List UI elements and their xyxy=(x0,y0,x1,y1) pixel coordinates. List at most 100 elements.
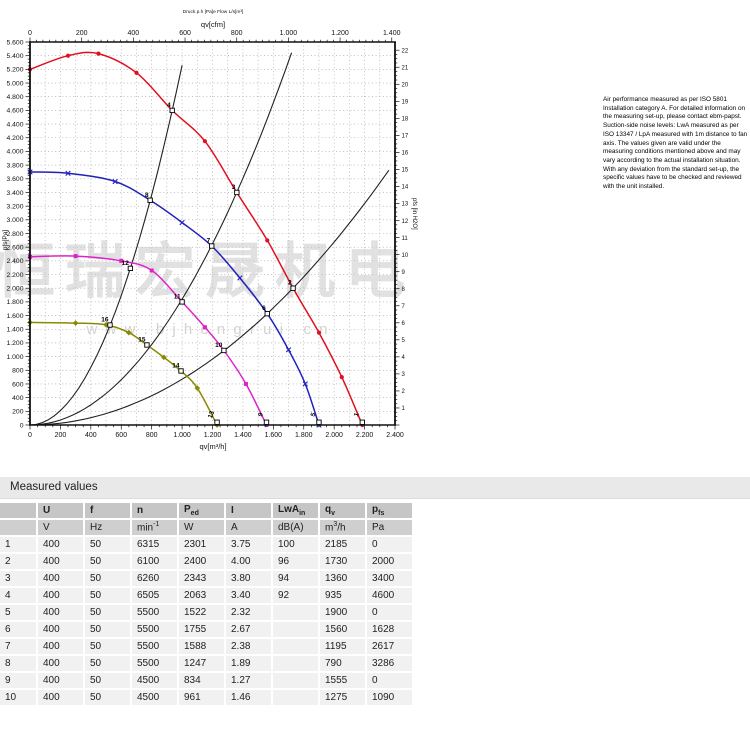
table-cell: n xyxy=(132,503,177,518)
svg-text:13: 13 xyxy=(207,410,216,420)
table-cell: 2617 xyxy=(367,639,412,654)
svg-text:3.600: 3.600 xyxy=(6,176,23,183)
table-cell: 5 xyxy=(0,605,36,620)
table-cell xyxy=(273,656,318,671)
svg-text:0: 0 xyxy=(28,30,32,37)
table-cell: 5500 xyxy=(132,605,177,620)
svg-text:0: 0 xyxy=(28,432,32,439)
table-cell: 2343 xyxy=(179,571,224,586)
svg-text:10: 10 xyxy=(215,342,223,349)
svg-text:11: 11 xyxy=(174,293,181,300)
svg-text:3: 3 xyxy=(402,372,406,378)
svg-text:400: 400 xyxy=(85,432,97,439)
svg-text:1.400: 1.400 xyxy=(6,327,23,334)
table-cell: 961 xyxy=(179,690,224,705)
table-cell: 935 xyxy=(320,588,365,603)
table-cell: 94 xyxy=(273,571,318,586)
svg-text:3.400: 3.400 xyxy=(6,190,23,197)
table-cell: 1.46 xyxy=(226,690,271,705)
table-cell: 1090 xyxy=(367,690,412,705)
table-cell: V xyxy=(38,520,83,535)
table-cell: 400 xyxy=(38,639,83,654)
table-cell: 100 xyxy=(273,537,318,552)
svg-text:1: 1 xyxy=(402,406,406,412)
table-cell xyxy=(273,622,318,637)
svg-text:5: 5 xyxy=(310,411,318,417)
svg-text:400: 400 xyxy=(12,395,24,402)
table-cell: 6505 xyxy=(132,588,177,603)
svg-text:5: 5 xyxy=(402,338,406,344)
svg-text:2: 2 xyxy=(402,389,406,395)
svg-text:1.000: 1.000 xyxy=(280,30,298,37)
svg-text:1.600: 1.600 xyxy=(6,313,23,320)
svg-text:4.600: 4.600 xyxy=(6,108,23,115)
svg-text:5.600: 5.600 xyxy=(6,39,23,46)
table-cell: A xyxy=(226,520,271,535)
table-cell xyxy=(0,520,36,535)
svg-text:14: 14 xyxy=(172,362,180,369)
table-row: 7 400 50 5500 1588 2.38 1195 2617 xyxy=(0,639,412,654)
table-cell: 50 xyxy=(85,571,130,586)
svg-text:2.000: 2.000 xyxy=(6,286,23,293)
svg-text:22: 22 xyxy=(402,48,409,54)
svg-text:7: 7 xyxy=(207,238,211,245)
svg-text:2.800: 2.800 xyxy=(6,231,23,238)
table-cell: 2.32 xyxy=(226,605,271,620)
table-cell: 400 xyxy=(38,571,83,586)
svg-text:2: 2 xyxy=(288,280,292,287)
svg-text:800: 800 xyxy=(146,432,158,439)
table-cell: 2.38 xyxy=(226,639,271,654)
svg-text:19: 19 xyxy=(402,100,409,106)
table-cell xyxy=(273,690,318,705)
table-cell: 5500 xyxy=(132,622,177,637)
y-right-axis-label: pfs [in H2O] xyxy=(411,198,417,230)
table-cell: 4.00 xyxy=(226,554,271,569)
svg-text:11: 11 xyxy=(402,236,409,242)
svg-text:200: 200 xyxy=(76,30,88,37)
svg-text:1.000: 1.000 xyxy=(173,432,191,439)
table-cell: 1275 xyxy=(320,690,365,705)
svg-text:3.000: 3.000 xyxy=(6,217,23,224)
svg-text:2.200: 2.200 xyxy=(356,432,374,439)
axis-tick-labels: 0 200 400 600 800 1.000 1.200 1.400 1.600 1.800 2.… xyxy=(6,30,408,439)
svg-text:14: 14 xyxy=(402,185,409,191)
svg-text:600: 600 xyxy=(115,432,127,439)
table-cell: 790 xyxy=(320,656,365,671)
svg-text:4.800: 4.800 xyxy=(6,94,23,101)
table-cell: 400 xyxy=(38,605,83,620)
svg-text:8: 8 xyxy=(402,287,406,293)
table-cell: 400 xyxy=(38,622,83,637)
table-row: 3 400 50 6260 2343 3.80 94 1360 3400 xyxy=(0,571,412,586)
table-cell: 1195 xyxy=(320,639,365,654)
table-cell: 3.80 xyxy=(226,571,271,586)
table-cell: LwAin xyxy=(273,503,318,518)
table-cell: 2 xyxy=(0,554,36,569)
svg-text:4: 4 xyxy=(167,102,171,109)
table-cell: 96 xyxy=(273,554,318,569)
table-cell: 1555 xyxy=(320,673,365,688)
svg-text:2.400: 2.400 xyxy=(6,258,23,265)
table-cell: m3/h xyxy=(320,520,365,535)
table-cell: 5500 xyxy=(132,656,177,671)
svg-text:15: 15 xyxy=(402,168,409,174)
table-cell: dB(A) xyxy=(273,520,318,535)
table-cell: 2000 xyxy=(367,554,412,569)
table-cell: Pa xyxy=(367,520,412,535)
svg-text:3: 3 xyxy=(232,184,236,191)
svg-text:3.800: 3.800 xyxy=(6,162,23,169)
table-cell: 2301 xyxy=(179,537,224,552)
svg-text:5.400: 5.400 xyxy=(6,53,23,60)
table-cell: 400 xyxy=(38,690,83,705)
table-cell: 50 xyxy=(85,554,130,569)
svg-text:20: 20 xyxy=(402,82,409,88)
table-cell: 50 xyxy=(85,656,130,671)
table-cell: 10 xyxy=(0,690,36,705)
svg-text:恒瑞宏晟机电: 恒瑞宏晟机电 xyxy=(0,238,415,305)
table-cell xyxy=(273,673,318,688)
table-cell: 0 xyxy=(367,673,412,688)
table-cell: 3286 xyxy=(367,656,412,671)
table-cell: 6100 xyxy=(132,554,177,569)
table-cell: min-1 xyxy=(132,520,177,535)
